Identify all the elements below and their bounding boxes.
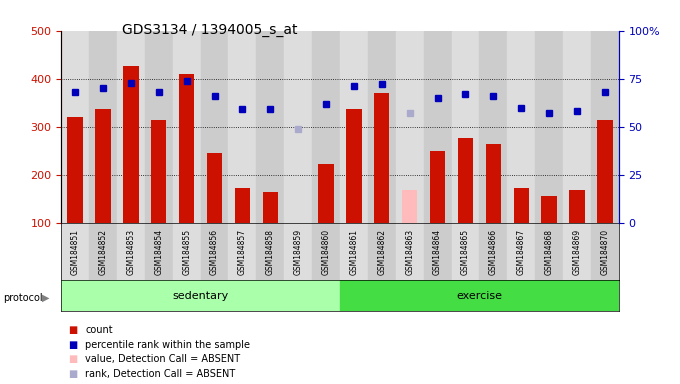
Bar — [597, 119, 613, 223]
Bar — [340, 223, 368, 280]
Bar — [396, 223, 424, 280]
Text: ▶: ▶ — [42, 293, 50, 303]
Bar — [424, 223, 452, 280]
Text: GSM184852: GSM184852 — [99, 228, 107, 275]
Bar — [312, 223, 340, 280]
Bar — [95, 109, 111, 223]
Bar — [61, 31, 89, 223]
Bar — [563, 31, 591, 223]
Text: GSM184866: GSM184866 — [489, 228, 498, 275]
Bar — [173, 31, 201, 223]
Bar — [402, 190, 418, 223]
Bar — [67, 117, 83, 223]
Text: GSM184860: GSM184860 — [322, 228, 330, 275]
Text: rank, Detection Call = ABSENT: rank, Detection Call = ABSENT — [85, 369, 235, 379]
Bar — [591, 223, 619, 280]
Bar — [458, 138, 473, 223]
Bar — [61, 223, 89, 280]
Bar — [151, 119, 167, 223]
Text: GSM184854: GSM184854 — [154, 228, 163, 275]
Bar — [374, 93, 390, 223]
Text: GSM184864: GSM184864 — [433, 228, 442, 275]
Bar — [61, 280, 340, 311]
Bar — [368, 223, 396, 280]
Bar — [507, 223, 535, 280]
Text: ■: ■ — [68, 354, 78, 364]
Bar — [340, 280, 619, 311]
Bar — [145, 31, 173, 223]
Text: ■: ■ — [68, 369, 78, 379]
Bar — [340, 31, 368, 223]
Bar — [284, 31, 312, 223]
Bar — [256, 223, 284, 280]
Bar — [396, 31, 424, 223]
Text: GSM184870: GSM184870 — [600, 228, 609, 275]
Bar — [569, 190, 585, 223]
Bar — [145, 223, 173, 280]
Text: GSM184862: GSM184862 — [377, 228, 386, 275]
Text: value, Detection Call = ABSENT: value, Detection Call = ABSENT — [85, 354, 240, 364]
Bar — [173, 223, 201, 280]
Bar — [452, 223, 479, 280]
Bar — [117, 31, 145, 223]
Text: GSM184858: GSM184858 — [266, 228, 275, 275]
Bar — [228, 223, 256, 280]
Text: GSM184868: GSM184868 — [545, 228, 554, 275]
Text: GSM184855: GSM184855 — [182, 228, 191, 275]
Text: GDS3134 / 1394005_s_at: GDS3134 / 1394005_s_at — [122, 23, 298, 37]
Bar — [507, 31, 535, 223]
Bar — [312, 31, 340, 223]
Text: GSM184859: GSM184859 — [294, 228, 303, 275]
Text: protocol: protocol — [3, 293, 43, 303]
Bar — [179, 74, 194, 223]
Bar — [89, 223, 117, 280]
Bar — [284, 223, 312, 280]
Text: GSM184865: GSM184865 — [461, 228, 470, 275]
Bar — [541, 196, 557, 223]
Bar — [486, 144, 501, 223]
Bar — [346, 109, 362, 223]
Bar — [201, 223, 228, 280]
Text: GSM184856: GSM184856 — [210, 228, 219, 275]
Bar — [479, 31, 507, 223]
Bar — [235, 188, 250, 223]
Bar — [535, 31, 563, 223]
Text: ■: ■ — [68, 325, 78, 335]
Bar — [262, 192, 278, 223]
Bar — [117, 223, 145, 280]
Bar — [368, 31, 396, 223]
Bar — [452, 31, 479, 223]
Text: GSM184857: GSM184857 — [238, 228, 247, 275]
Bar — [563, 223, 591, 280]
Text: GSM184851: GSM184851 — [71, 228, 80, 275]
Bar — [123, 66, 139, 223]
Text: GSM184869: GSM184869 — [573, 228, 581, 275]
Bar — [430, 151, 445, 223]
Text: count: count — [85, 325, 113, 335]
Bar — [479, 223, 507, 280]
Bar — [89, 31, 117, 223]
Bar — [591, 31, 619, 223]
Bar — [513, 188, 529, 223]
Text: GSM184861: GSM184861 — [350, 228, 358, 275]
Text: ■: ■ — [68, 340, 78, 350]
Bar — [535, 223, 563, 280]
Text: exercise: exercise — [456, 291, 503, 301]
Bar — [207, 153, 222, 223]
Text: GSM184853: GSM184853 — [126, 228, 135, 275]
Text: sedentary: sedentary — [173, 291, 228, 301]
Bar — [256, 31, 284, 223]
Text: GSM184863: GSM184863 — [405, 228, 414, 275]
Bar — [228, 31, 256, 223]
Text: percentile rank within the sample: percentile rank within the sample — [85, 340, 250, 350]
Text: GSM184867: GSM184867 — [517, 228, 526, 275]
Bar — [424, 31, 452, 223]
Bar — [201, 31, 228, 223]
Bar — [318, 164, 334, 223]
